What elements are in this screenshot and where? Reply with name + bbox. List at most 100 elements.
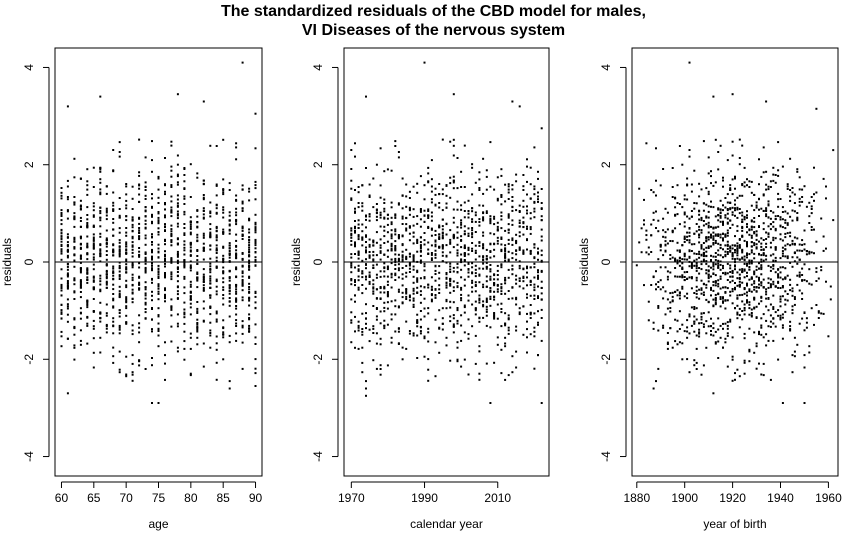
data-point <box>189 336 192 339</box>
data-point <box>801 196 804 198</box>
data-point <box>719 233 722 236</box>
data-point <box>789 195 792 198</box>
data-point <box>449 359 452 362</box>
data-point <box>645 142 648 145</box>
data-point <box>765 213 768 216</box>
data-point <box>529 280 532 283</box>
data-point <box>412 255 415 258</box>
data-point <box>695 318 698 321</box>
data-point <box>86 322 89 325</box>
data-point <box>719 144 722 147</box>
data-point <box>760 326 763 329</box>
data-point-outlier <box>511 100 514 103</box>
data-point <box>714 215 717 218</box>
data-point <box>683 295 686 298</box>
data-point <box>724 250 727 253</box>
data-point <box>209 223 212 226</box>
data-point <box>441 209 444 212</box>
data-point <box>526 225 528 228</box>
data-point <box>489 222 492 225</box>
data-point <box>707 210 710 213</box>
data-point <box>365 214 367 217</box>
data-point <box>719 275 722 278</box>
data-point <box>112 204 115 207</box>
data-point <box>731 355 734 358</box>
data-point <box>60 228 63 231</box>
data-point <box>774 215 777 218</box>
data-point <box>79 343 82 346</box>
data-point <box>66 268 69 271</box>
data-point <box>427 327 430 330</box>
data-point <box>86 278 89 281</box>
data-point <box>669 307 672 309</box>
data-point <box>537 310 539 313</box>
data-point <box>731 358 734 361</box>
data-point <box>698 210 701 213</box>
data-point <box>741 218 744 221</box>
data-point <box>710 170 712 173</box>
data-point <box>741 293 744 296</box>
data-point <box>157 211 160 213</box>
data-point <box>500 372 503 375</box>
data-point <box>368 213 371 216</box>
data-point <box>157 271 160 273</box>
data-point <box>762 313 765 316</box>
data-point <box>164 208 166 211</box>
data-point <box>368 280 371 283</box>
data-point <box>781 285 784 287</box>
data-point <box>375 276 378 279</box>
data-point <box>717 151 720 153</box>
data-point <box>724 233 727 236</box>
data-point <box>526 312 528 315</box>
data-point <box>522 280 525 283</box>
data-point <box>717 207 720 210</box>
data-point <box>750 245 753 248</box>
data-point <box>361 270 364 273</box>
data-point <box>482 244 485 247</box>
data-point <box>533 276 536 279</box>
data-point <box>235 313 238 316</box>
data-point <box>769 246 772 249</box>
data-point <box>105 323 108 326</box>
data-point <box>196 279 199 282</box>
data-point <box>423 297 426 300</box>
data-point <box>354 330 356 333</box>
data-point <box>755 317 758 319</box>
data-point <box>112 218 115 220</box>
data-point <box>729 247 732 249</box>
data-point <box>222 206 225 209</box>
data-point <box>228 232 231 235</box>
data-point <box>798 176 801 179</box>
data-point <box>774 229 777 232</box>
data-point <box>753 351 756 354</box>
data-point <box>796 249 799 252</box>
data-point <box>189 374 192 377</box>
data-point <box>386 217 389 220</box>
data-point <box>463 284 466 287</box>
data-point <box>540 202 543 204</box>
data-point-outlier <box>652 387 655 390</box>
data-point <box>695 253 698 255</box>
data-point <box>743 337 746 340</box>
data-point <box>748 290 751 292</box>
data-point <box>772 225 775 228</box>
data-point <box>401 177 404 180</box>
data-point <box>434 269 437 272</box>
data-point <box>478 224 481 227</box>
data-point <box>131 292 134 295</box>
data-point <box>157 273 160 276</box>
data-point <box>791 290 794 293</box>
data-point <box>416 322 419 324</box>
data-point <box>482 286 485 289</box>
data-point <box>430 252 433 254</box>
data-point <box>748 268 751 271</box>
data-point <box>688 255 691 258</box>
data-point <box>666 332 669 334</box>
data-point <box>79 177 82 180</box>
data-point <box>463 216 466 219</box>
data-point <box>504 292 507 295</box>
data-point <box>112 306 115 309</box>
data-point <box>777 268 780 271</box>
data-point <box>659 244 662 247</box>
data-point <box>73 344 76 347</box>
